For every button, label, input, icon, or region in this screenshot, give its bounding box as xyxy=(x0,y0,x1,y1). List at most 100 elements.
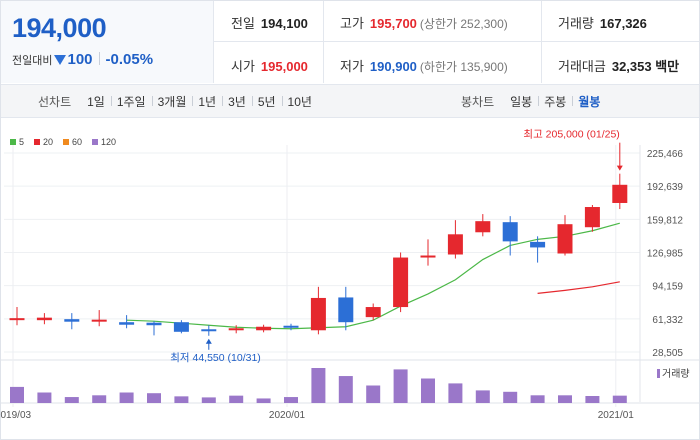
amount-cell: 거래대금 32,353 백만 xyxy=(558,56,679,75)
candle-daily[interactable]: 일봉 xyxy=(510,94,533,109)
legend-swatch xyxy=(10,139,16,145)
volume-bar xyxy=(119,392,134,403)
legend-label: 60 xyxy=(72,137,83,147)
legend-item-ma120: 120 xyxy=(92,137,116,147)
candle-body xyxy=(502,222,518,242)
period-5y[interactable]: 5년 xyxy=(251,93,282,110)
candle-body xyxy=(91,319,107,322)
candle-body xyxy=(475,221,491,233)
candle-body xyxy=(228,328,244,331)
max-price-label: 최고 205,000 (01/25) xyxy=(523,129,619,141)
period-10y[interactable]: 10년 xyxy=(281,93,318,110)
legend-item-ma5: 5 xyxy=(10,137,24,147)
candle-body xyxy=(338,297,354,323)
period-1y[interactable]: 1년 xyxy=(192,93,222,110)
volume-bar xyxy=(585,396,600,403)
current-price-panel: 194,000 전일대비 100 -0.05% xyxy=(1,1,214,83)
volume-bar xyxy=(256,398,271,403)
prev-close-cell: 전일 194,100 xyxy=(231,13,308,32)
volume-bar xyxy=(448,383,463,403)
volume-value: 167,326 xyxy=(599,16,647,31)
lower-limit: (하한가 135,900) xyxy=(419,60,508,74)
divider xyxy=(323,1,324,83)
chart-legend: 5 20 60 120 xyxy=(10,137,116,147)
candle-body xyxy=(530,241,546,248)
change-percent: -0.05% xyxy=(105,51,154,68)
y-tick-label: 159,812 xyxy=(647,215,684,226)
y-tick-label: 225,466 xyxy=(647,149,684,160)
legend-label: 5 xyxy=(19,137,25,147)
x-tick-label: 2020/01 xyxy=(269,410,306,421)
prev-close-label: 전일 xyxy=(231,16,255,31)
candle-body xyxy=(612,184,628,203)
price-chart: 225,466 192,639 159,812 126,985 94,159 61,332… xyxy=(0,129,700,421)
current-price: 194,000 xyxy=(12,13,107,43)
volume-bar xyxy=(311,368,326,403)
period-3m[interactable]: 3개월 xyxy=(151,93,193,110)
legend-swatch xyxy=(92,139,99,145)
min-price-label: 최저 44,550 (10/31) xyxy=(170,352,261,364)
volume-bar xyxy=(530,395,545,403)
y-tick-label: 192,639 xyxy=(647,182,684,193)
candle-body xyxy=(119,322,135,325)
volume-bar xyxy=(37,392,52,403)
volume-cell: 거래량 167,326 xyxy=(558,13,647,32)
amount-label: 거래대금 xyxy=(558,59,606,74)
volume-bar xyxy=(421,378,435,403)
divider xyxy=(541,1,542,83)
volume-label: 거래량 xyxy=(558,16,594,31)
x-tick-label: 2021/01 xyxy=(598,410,635,421)
volume-bar xyxy=(475,390,490,403)
low-cell: 저가 190,900 (하한가 135,900) xyxy=(340,56,508,75)
candle-body xyxy=(283,325,299,328)
legend-swatch xyxy=(34,139,41,145)
period-1w[interactable]: 1주일 xyxy=(110,93,152,110)
legend-label: 20 xyxy=(43,137,54,147)
divider xyxy=(213,41,699,42)
candle-body xyxy=(9,318,25,321)
volume-bar xyxy=(558,395,572,403)
candle-body xyxy=(36,317,52,321)
candle-body xyxy=(584,207,600,228)
candle-chart-periods: 봉차트 일봉 주봉 월봉 xyxy=(461,85,606,117)
candle-monthly[interactable]: 월봉 xyxy=(572,93,606,110)
line-chart-title: 선차트 xyxy=(38,94,72,109)
candle-body xyxy=(256,326,272,331)
open-value: 195,000 xyxy=(260,59,308,74)
max-arrow-head-icon xyxy=(616,165,623,171)
volume-bar xyxy=(229,395,244,403)
candle-body xyxy=(310,297,326,331)
volume-bar xyxy=(64,397,79,403)
period-1d[interactable]: 1일 xyxy=(87,94,105,109)
price-change: 전일대비 100 -0.05% xyxy=(12,51,153,68)
volume-bar xyxy=(10,386,24,403)
candle-weekly[interactable]: 주봉 xyxy=(538,93,572,110)
line-chart-periods: 선차트 1일 1주일 3개월 1년 3년 5년 10년 xyxy=(38,85,318,117)
volume-bar xyxy=(201,397,216,403)
candle-body xyxy=(64,319,80,322)
min-arrow-head-icon xyxy=(205,338,212,344)
period-3y[interactable]: 3년 xyxy=(222,93,252,110)
candle-body xyxy=(365,307,381,318)
y-tick-label: 126,985 xyxy=(647,249,684,260)
candle-body xyxy=(393,257,409,308)
down-arrow-icon xyxy=(54,55,67,65)
high-label: 고가 xyxy=(340,16,364,31)
prev-close-value: 194,100 xyxy=(260,16,308,31)
volume-bar xyxy=(393,369,408,403)
candle-body xyxy=(557,224,573,254)
volume-bar xyxy=(92,395,107,403)
y-tick-label: 28,505 xyxy=(652,348,683,359)
open-cell: 시가 195,000 xyxy=(231,56,308,75)
candle-chart-title: 봉차트 xyxy=(461,94,495,109)
upper-limit: (상한가 252,300) xyxy=(419,17,508,31)
volume-legend-swatch xyxy=(657,369,660,378)
volume-bar xyxy=(147,393,161,403)
volume-bar xyxy=(366,385,381,403)
y-tick-label: 94,159 xyxy=(652,282,683,293)
legend-item-ma20: 20 xyxy=(34,137,53,147)
volume-bar xyxy=(338,376,353,403)
y-tick-label: 61,332 xyxy=(652,315,683,326)
volume-bar xyxy=(174,396,189,403)
amount-value: 32,353 백만 xyxy=(611,59,680,74)
